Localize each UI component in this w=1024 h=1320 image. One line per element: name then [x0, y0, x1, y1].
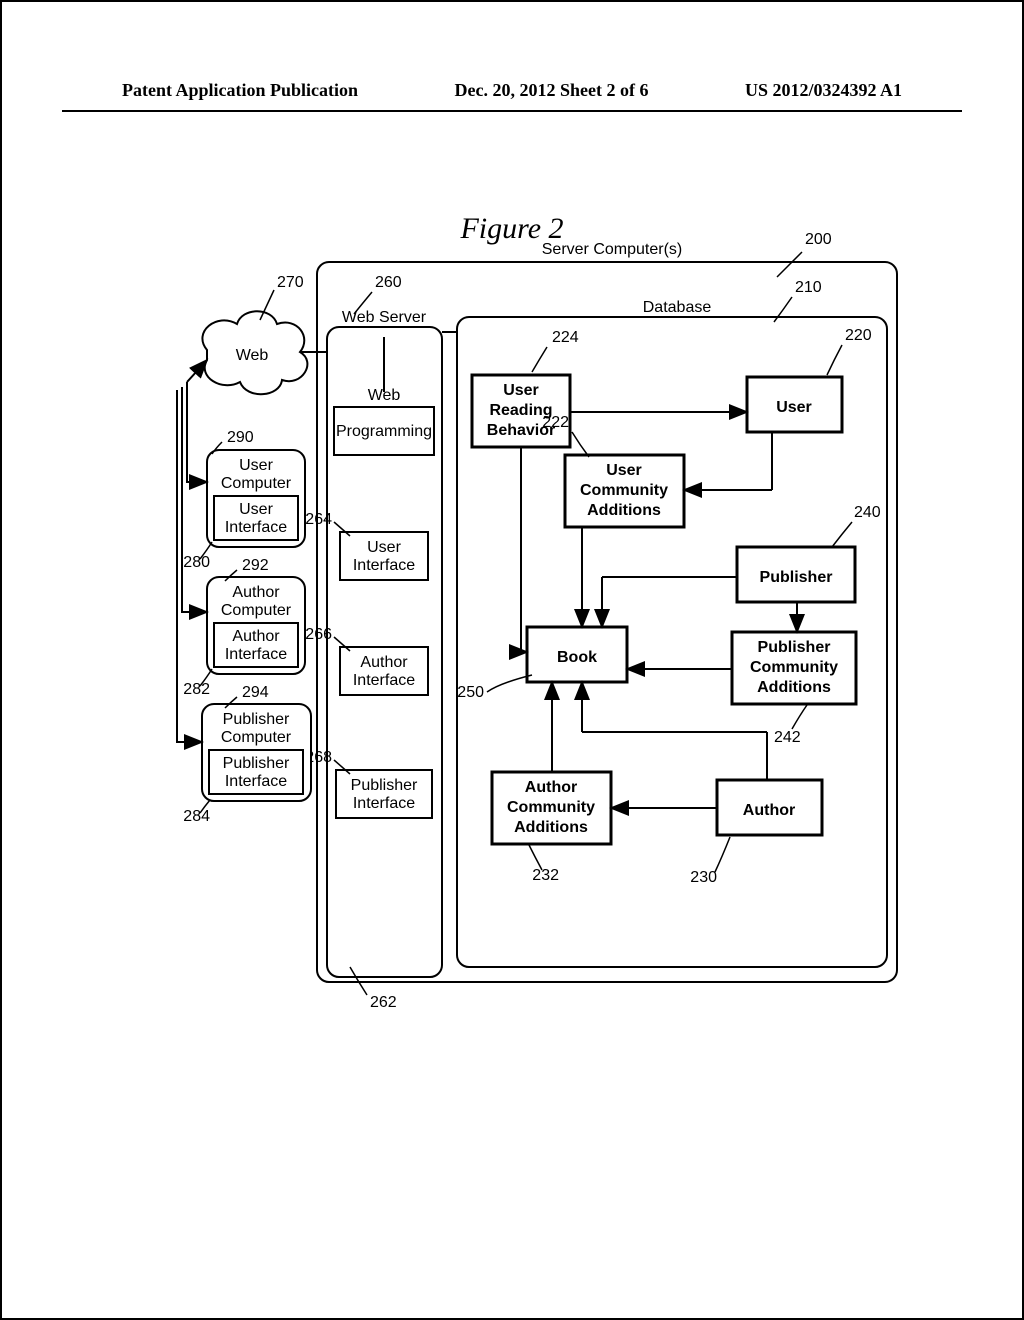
- ref-282: 282: [183, 681, 210, 698]
- aca-2: Community: [507, 799, 595, 816]
- ref-240: 240: [854, 504, 881, 521]
- server-computers-label: Server Computer(s): [542, 241, 682, 258]
- pc-2: Computer: [221, 729, 292, 746]
- pc-1: Publisher: [223, 711, 290, 728]
- user-interface-ws-label-2: Interface: [353, 557, 415, 574]
- header-center: Dec. 20, 2012 Sheet 2 of 6: [455, 80, 649, 101]
- publisher-interface-ws-label-2: Interface: [353, 795, 415, 812]
- publisher-label: Publisher: [760, 569, 833, 586]
- author-label: Author: [743, 802, 795, 819]
- urb-1: User: [503, 382, 539, 399]
- ac-1: Author: [232, 584, 280, 601]
- ref-264: 264: [305, 511, 332, 528]
- ref-294: 294: [242, 684, 269, 701]
- uca-2: Community: [580, 482, 668, 499]
- author-interface-ws-label-1: Author: [360, 654, 408, 671]
- pcint-1: Publisher: [223, 755, 290, 772]
- ref-232: 232: [532, 867, 559, 884]
- ref-220: 220: [845, 327, 872, 344]
- aca-1: Author: [525, 779, 577, 796]
- uc-2: Computer: [221, 475, 292, 492]
- ref-266: 266: [305, 626, 332, 643]
- user-label: User: [776, 399, 812, 416]
- ref-270: 270: [277, 274, 304, 291]
- pca-1: Publisher: [758, 639, 831, 656]
- web-programming-label-2: Programming: [336, 423, 432, 440]
- acint-2: Interface: [225, 646, 287, 663]
- header-left: Patent Application Publication: [122, 80, 358, 101]
- figure-2-diagram: Server Computer(s) 200 Web Server 260 26…: [122, 232, 902, 1082]
- author-interface-ws-label-2: Interface: [353, 672, 415, 689]
- ucint-2: Interface: [225, 519, 287, 536]
- web-label: Web: [236, 347, 269, 364]
- ref-200: 200: [805, 232, 832, 248]
- aca-3: Additions: [514, 819, 588, 836]
- acint-1: Author: [232, 628, 280, 645]
- ref-242: 242: [774, 729, 801, 746]
- pca-3: Additions: [757, 679, 831, 696]
- publisher-interface-ws-label-1: Publisher: [351, 777, 418, 794]
- uca-1: User: [606, 462, 642, 479]
- uca-3: Additions: [587, 502, 661, 519]
- ref-284: 284: [183, 808, 210, 825]
- pca-2: Community: [750, 659, 838, 676]
- ref-224: 224: [552, 329, 579, 346]
- page-header: Patent Application Publication Dec. 20, …: [2, 80, 1022, 101]
- database-label: Database: [643, 299, 712, 316]
- pcint-2: Interface: [225, 773, 287, 790]
- ref-260: 260: [375, 274, 402, 291]
- header-right: US 2012/0324392 A1: [745, 80, 902, 101]
- header-rule: [62, 110, 962, 112]
- ref-280: 280: [183, 554, 210, 571]
- ref-222: 222: [542, 414, 569, 431]
- uc-1: User: [239, 457, 273, 474]
- ac-2: Computer: [221, 602, 292, 619]
- ref-230: 230: [690, 869, 717, 886]
- ref-292: 292: [242, 557, 269, 574]
- book-label: Book: [557, 649, 597, 666]
- ucint-1: User: [239, 501, 273, 518]
- ref-262: 262: [370, 994, 397, 1011]
- web-server-label: Web Server: [342, 309, 427, 326]
- ref-250: 250: [457, 684, 484, 701]
- page: Patent Application Publication Dec. 20, …: [0, 0, 1024, 1320]
- ref-290: 290: [227, 429, 254, 446]
- user-interface-ws-label-1: User: [367, 539, 401, 556]
- ref-210: 210: [795, 279, 822, 296]
